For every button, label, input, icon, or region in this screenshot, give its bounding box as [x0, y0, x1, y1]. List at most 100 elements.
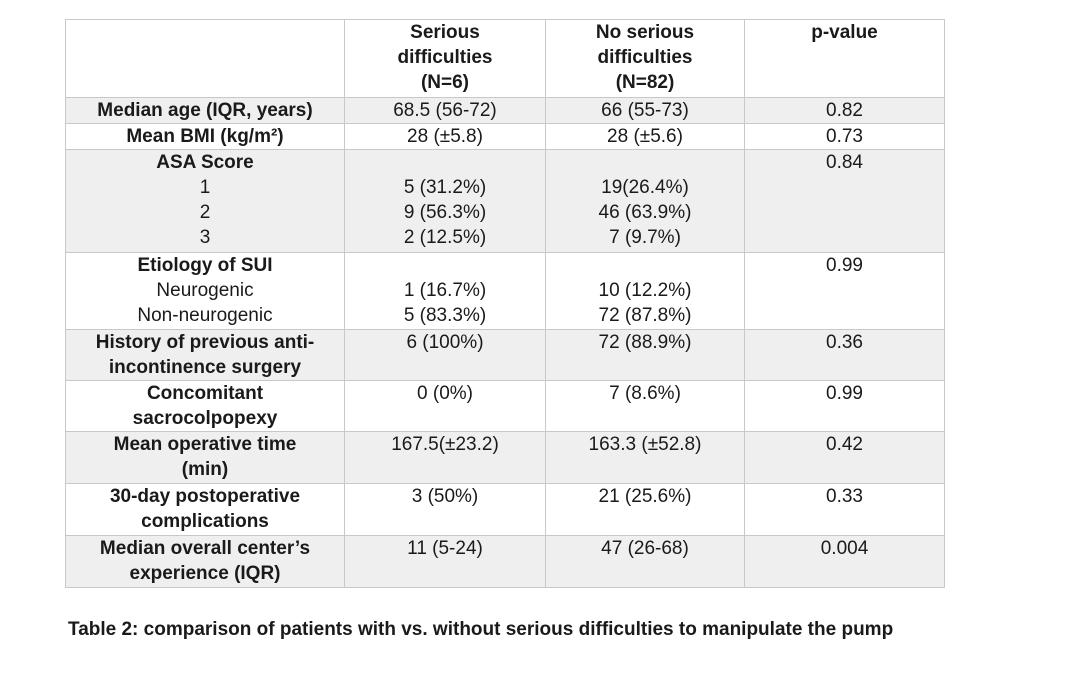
cell-line: Mean BMI (kg/m²) — [126, 126, 284, 147]
serious-value-cell: 3 (50%) — [344, 483, 546, 536]
table-row: Concomitant sacrocolpopexy 0 (0%) 7 (8.6%) 0… — [65, 380, 945, 432]
cell-line: History of previous anti- — [95, 332, 315, 353]
cell-line: 68.5 (56-72) — [393, 100, 497, 121]
cell-line — [345, 253, 545, 278]
cell-line: 167.5(±23.2) — [391, 434, 499, 455]
p-value-cell: 0.36 — [744, 329, 945, 381]
cell-line: 2 — [199, 202, 211, 223]
table-row: Etiology of SUI Neurogenic Non-neurogenic … — [65, 252, 945, 330]
cell-line: 3 — [199, 227, 211, 248]
table-row: Median overall center’s experience (IQR) 1… — [65, 535, 945, 588]
row-label-cell: Mean BMI (kg/m²) — [65, 123, 345, 150]
serious-value-cell: 0 (0%) — [344, 380, 546, 432]
cell-line: 72 (88.9%) — [598, 332, 692, 353]
cell-line: Non-neurogenic — [137, 305, 273, 326]
row-label-cell: History of previous anti-incontinence su… — [65, 329, 345, 381]
cell-line: Neurogenic — [156, 280, 254, 301]
cell-line: 47 (26-68) — [601, 538, 689, 559]
no-serious-value-cell: 28 (±5.6) — [545, 123, 745, 150]
p-value-cell: 0.82 — [744, 97, 945, 124]
row-label-cell: Mean operative time (min) — [65, 431, 345, 484]
serious-value-cell: 5 (31.2%) 9 (56.3%) 2 (12.5%) — [344, 149, 546, 253]
cell-line: 1 — [199, 177, 211, 198]
table-row: Median age (IQR, years) 68.5 (56-72) 66 (5… — [65, 97, 945, 124]
cell-line: 0.99 — [826, 383, 863, 404]
cell-line: Concomitant — [146, 383, 264, 404]
no-serious-value-cell: 72 (88.9%) — [545, 329, 745, 381]
no-serious-value-cell: 7 (8.6%) — [545, 380, 745, 432]
cell-line: incontinence surgery — [108, 357, 302, 378]
cell-line: 1 (16.7%) — [403, 280, 487, 301]
table-row: History of previous anti-incontinence su… — [65, 329, 945, 381]
cell-line: Median overall center’s — [99, 538, 311, 559]
no-serious-value-cell: 66 (55-73) — [545, 97, 745, 124]
header-cell-p-value: p-value — [744, 19, 945, 98]
cell-line: sacrocolpopexy — [132, 408, 278, 429]
cell-line: 9 (56.3%) — [403, 202, 487, 223]
cell-line: Mean operative time — [113, 434, 297, 455]
cell-line: 7 (9.7%) — [609, 227, 681, 248]
cell-line: 10 (12.2%) — [598, 280, 692, 301]
table-row: 30-day postoperative complications 3 (50%)… — [65, 483, 945, 536]
cell-line: 66 (55-73) — [601, 100, 689, 121]
cell-line: 163.3 (±52.8) — [588, 434, 702, 455]
cell-line: 0.82 — [826, 100, 863, 121]
cell-line: 21 (25.6%) — [598, 486, 692, 507]
p-value-cell: 0.73 — [744, 123, 945, 150]
table-row: Mean operative time (min) 167.5(±23.2) 163.… — [65, 431, 945, 484]
no-serious-value-cell: 19(26.4%) 46 (63.9%) 7 (9.7%) — [545, 149, 745, 253]
no-serious-value-cell: 21 (25.6%) — [545, 483, 745, 536]
cell-line: 0.84 — [826, 152, 863, 173]
header-cell-label — [65, 19, 345, 98]
row-label-cell: Concomitant sacrocolpopexy — [65, 380, 345, 432]
p-value-cell: 0.99 — [744, 380, 945, 432]
cell-line: Etiology of SUI — [137, 255, 273, 276]
no-serious-value-cell: 10 (12.2%) 72 (87.8%) — [545, 252, 745, 330]
header-cell-no-serious: No serious difficulties (N=82) — [545, 19, 745, 98]
cell-line: 28 (±5.6) — [607, 126, 683, 147]
p-value-cell: 0.84 — [744, 149, 945, 253]
cell-line: (min) — [181, 459, 229, 480]
no-serious-value-cell: 163.3 (±52.8) — [545, 431, 745, 484]
row-label-cell: Etiology of SUI Neurogenic Non-neurogenic — [65, 252, 345, 330]
cell-line: 0.36 — [826, 332, 863, 353]
cell-line: 19(26.4%) — [601, 177, 689, 198]
cell-line: 0.33 — [826, 486, 863, 507]
row-label-cell: Median age (IQR, years) — [65, 97, 345, 124]
serious-value-cell: 167.5(±23.2) — [344, 431, 546, 484]
cell-line: 6 (100%) — [406, 332, 484, 353]
cell-line: 2 (12.5%) — [403, 227, 487, 248]
table-row: ASA Score 1 2 3 5 (31.2%) 9 (56.3%) 2 (12.5%)… — [65, 149, 945, 253]
cell-line: 46 (63.9%) — [598, 202, 692, 223]
header-cell-serious: Serious difficulties (N=6) — [344, 19, 546, 98]
cell-line: complications — [141, 511, 269, 532]
cell-line: 0.42 — [826, 434, 863, 455]
serious-value-cell: 1 (16.7%) 5 (83.3%) — [344, 252, 546, 330]
cell-line: Median age (IQR, years) — [97, 100, 313, 121]
header-row: Serious difficulties (N=6) No serious di… — [65, 19, 945, 98]
p-value-cell: 0.004 — [744, 535, 945, 588]
serious-value-cell: 11 (5-24) — [344, 535, 546, 588]
cell-line: 5 (83.3%) — [403, 305, 487, 326]
cell-line: 3 (50%) — [411, 486, 479, 507]
cell-line: 7 (8.6%) — [609, 383, 681, 404]
cell-line: 0.99 — [826, 255, 863, 276]
cell-line — [546, 253, 744, 278]
cell-line: 0.73 — [826, 126, 863, 147]
table-body: Median age (IQR, years) 68.5 (56-72) 66 (5… — [65, 97, 945, 588]
cell-line: 0.004 — [820, 538, 869, 559]
p-value-cell: 0.99 — [744, 252, 945, 330]
cell-line — [345, 150, 545, 175]
cell-line — [546, 150, 744, 175]
no-serious-value-cell: 47 (26-68) — [545, 535, 745, 588]
serious-value-cell: 68.5 (56-72) — [344, 97, 546, 124]
cell-line: 0 (0%) — [417, 383, 473, 404]
serious-value-cell: 6 (100%) — [344, 329, 546, 381]
cell-line: 11 (5-24) — [407, 538, 483, 559]
cell-line: 72 (87.8%) — [598, 305, 692, 326]
p-value-cell: 0.33 — [744, 483, 945, 536]
cell-line: 30-day postoperative — [109, 486, 301, 507]
cell-line: experience (IQR) — [129, 563, 281, 584]
comparison-table: Serious difficulties (N=6) No serious di… — [65, 19, 945, 588]
table-caption: Table 2: comparison of patients with vs.… — [68, 619, 894, 640]
